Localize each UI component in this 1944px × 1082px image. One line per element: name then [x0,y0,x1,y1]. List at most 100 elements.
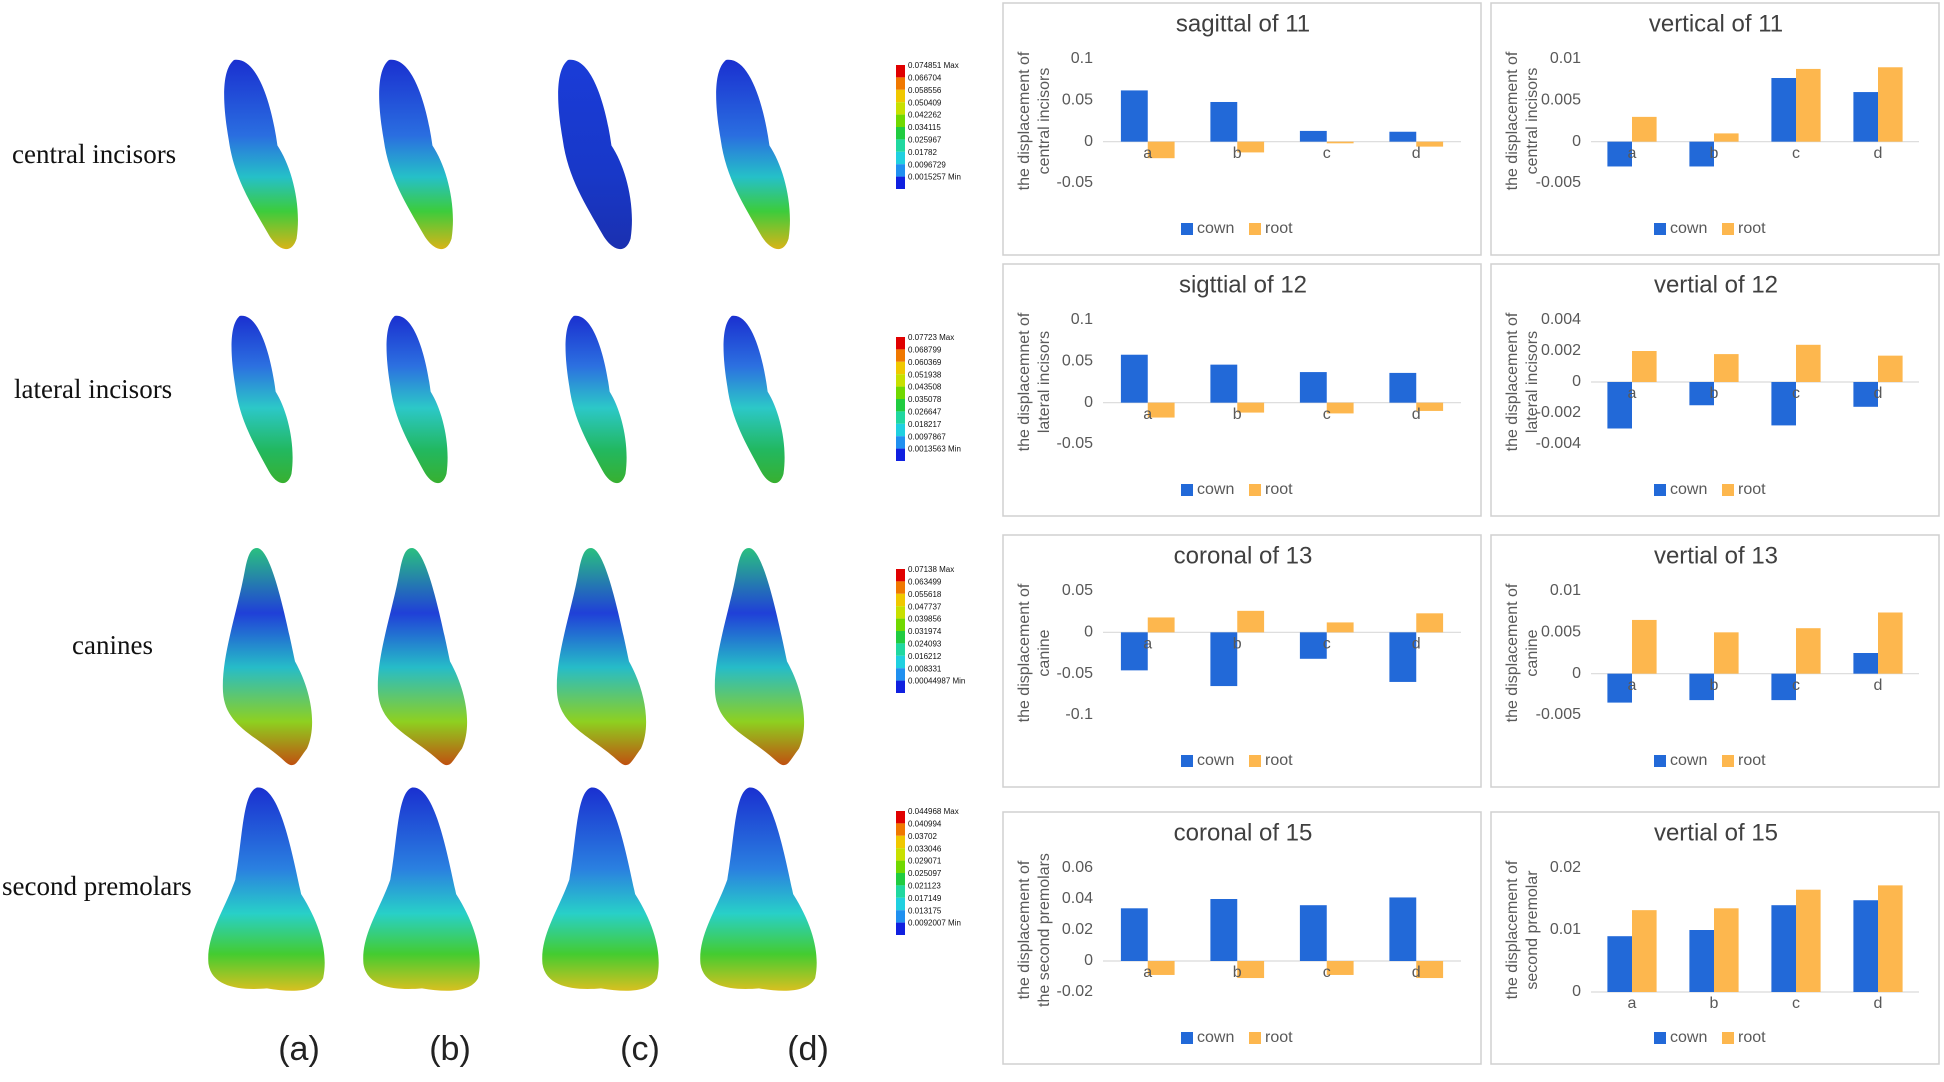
legend-label: root [1738,220,1766,237]
bar [1389,372,1417,403]
scale-label: 0.017149 [908,894,942,903]
bar [1632,910,1657,992]
bar [1632,351,1657,382]
color-swatch [896,910,905,923]
bar [1147,961,1175,975]
x-tick-label: a [1143,636,1152,653]
tooth-model [558,59,632,250]
legend-swatch [1249,484,1261,496]
y-tick-label: -0.05 [1057,174,1094,191]
color-swatch [896,631,905,644]
x-tick-label: c [1323,145,1331,162]
bar [1299,372,1327,403]
y-tick-label: 0.06 [1062,859,1093,876]
color-swatch [896,873,905,886]
bar [1147,617,1175,633]
tooth-model [565,315,627,484]
scale-label: 0.044968 Max [908,807,959,816]
bar [1689,382,1714,406]
color-swatch [896,618,905,631]
color-swatch [896,581,905,594]
color-swatch [896,835,905,849]
bar [1416,402,1444,411]
y-axis-label: the second premolars [1036,853,1053,1007]
bar [1210,364,1238,403]
tooth-model [723,315,785,484]
x-tick-label: d [1874,995,1883,1012]
chart-title: sagittal of 11 [1176,10,1310,37]
y-axis-label: lateral incisors [1524,331,1541,433]
color-swatch [896,860,905,873]
y-tick-label: 0 [1572,373,1581,390]
row-label: second premolars [2,871,192,901]
legend-label: root [1265,220,1293,237]
bar [1326,402,1354,414]
bar [1878,67,1903,142]
scale-label: 0.07138 Max [908,565,954,574]
y-tick-label: -0.05 [1057,435,1094,452]
color-swatch [896,361,905,375]
scale-label: 0.021123 [908,882,941,891]
x-tick-label: d [1412,964,1421,981]
bar [1689,930,1714,992]
y-tick-label: 0 [1084,133,1093,150]
bar [1210,101,1238,142]
x-tick-label: a [1628,385,1637,402]
tooth-model [363,787,480,991]
tooth-model [222,548,313,766]
scale-label: 0.016212 [908,652,942,661]
x-tick-label: a [1628,677,1637,694]
bar [1389,897,1417,961]
color-swatch [896,411,905,424]
row-label: central incisors [12,139,176,169]
tooth-model [224,59,298,250]
bar [1210,632,1238,687]
x-tick-label: a [1143,145,1152,162]
chart-title: vertial of 15 [1654,819,1778,846]
legend-label: root [1738,1029,1766,1046]
y-tick-label: -0.005 [1536,706,1581,723]
y-tick-label: 0 [1084,952,1093,969]
y-tick-label: 0.004 [1541,311,1581,328]
bar [1326,141,1354,144]
scale-label: 0.068799 [908,346,942,355]
legend-label: cown [1670,752,1707,769]
row-label: canines [72,630,153,660]
x-tick-label: b [1233,145,1242,162]
x-tick-label: c [1792,385,1800,402]
scale-label: 0.0092007 Min [908,919,961,928]
legend-label: cown [1670,1029,1707,1046]
scale-label: 0.034115 [908,123,941,132]
scale-label: 0.042262 [908,111,942,120]
bar [1796,889,1821,992]
y-tick-label: 0 [1084,394,1093,411]
legend-swatch [1181,755,1193,767]
bar [1607,673,1632,703]
color-swatch [896,897,905,911]
legend-swatch [1654,1032,1666,1044]
y-tick-label: 0.1 [1071,50,1093,67]
color-swatch [896,668,905,681]
bar [1607,382,1632,429]
y-tick-label: 0.1 [1071,311,1093,328]
scale-label: 0.040994 [908,820,942,829]
color-swatch [896,423,905,437]
bar [1853,900,1878,992]
chart-title: vertical of 11 [1649,10,1783,37]
tooth-model [556,548,647,766]
color-swatch [896,89,905,103]
y-tick-label: 0.01 [1550,582,1581,599]
bar [1771,905,1796,992]
x-tick-label: d [1874,385,1883,402]
y-tick-label: 0.05 [1062,582,1093,599]
column-label: (b) [429,1030,471,1068]
column-label: (a) [278,1030,320,1068]
y-tick-label: 0.01 [1550,921,1581,938]
bar [1607,141,1632,167]
legend-label: cown [1197,1029,1234,1046]
y-tick-label: 0.02 [1062,921,1093,938]
y-tick-label: 0.05 [1062,92,1093,109]
bar [1771,78,1796,142]
bar [1714,133,1739,142]
